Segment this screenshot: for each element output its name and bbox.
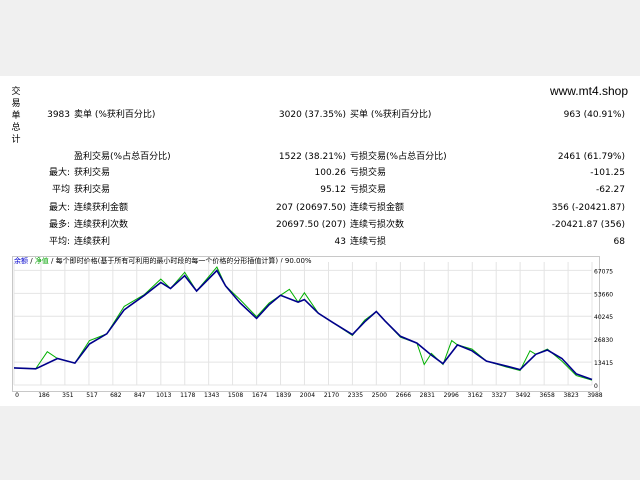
stats-row-orders: 3983 卖单 (%获利百分比) 3020 (37.35%) 买单 (%获利百分… <box>0 108 640 122</box>
sell-orders-label: 卖单 (%获利百分比) <box>74 110 156 120</box>
stats-row-largest: 最大: 获利交易 100.26 亏损交易 -101.25 <box>0 166 640 180</box>
profit-trades-label: 盈利交易(%占总百分比) <box>74 152 171 162</box>
buy-orders-value: 963 (40.91%) <box>563 110 625 120</box>
side-label-char: 总 <box>11 123 21 133</box>
largest-profit-value: 100.26 <box>314 168 347 178</box>
stats-row-max-consecutive-amount: 最大: 连续获利金额 207 (20697.50) 连续亏损金额 356 (-2… <box>0 201 640 215</box>
stats-row-profit-loss: 盈利交易(%占总百分比) 1522 (38.21%) 亏损交易(%占总百分比) … <box>0 150 640 164</box>
legend-balance: 余额 <box>14 257 28 265</box>
max-consecutive-losses-amount-label: 连续亏损金额 <box>350 203 405 213</box>
row-prefix: 最大: <box>48 203 70 213</box>
site-watermark: www.mt4.shop <box>549 84 628 98</box>
profit-trades-value: 1522 (38.21%) <box>278 152 346 162</box>
stats-row-average: 平均 获利交易 95.12 亏损交易 -62.27 <box>0 183 640 197</box>
sell-orders-value: 3020 (37.35%) <box>278 110 346 120</box>
side-label-char: 计 <box>11 135 21 145</box>
largest-loss-value: -101.25 <box>590 168 625 178</box>
loss-trades-label: 亏损交易(%占总百分比) <box>350 152 447 162</box>
row-prefix: 平均 <box>51 185 70 195</box>
row-prefix: 最大: <box>48 168 70 178</box>
avg-consecutive-wins-value: 43 <box>334 237 346 247</box>
max-consecutive-losses-count-label: 连续亏损次数 <box>350 220 405 230</box>
legend-description: / 每个即时价格(基于所有可利用的最小时段的每一个价格的分形插值计算) / 90… <box>48 257 312 265</box>
max-consecutive-wins-amount-value: 207 (20697.50) <box>275 203 346 213</box>
side-label-char: 易 <box>11 99 21 109</box>
legend-separator: / <box>28 257 35 265</box>
average-profit-value: 95.12 <box>320 185 346 195</box>
loss-trades-value: 2461 (61.79%) <box>557 152 625 162</box>
buy-orders-label: 买单 (%获利百分比) <box>350 110 432 120</box>
side-label-char: 单 <box>11 111 21 121</box>
row-prefix: 平均: <box>48 237 70 247</box>
largest-loss-label: 亏损交易 <box>350 168 387 178</box>
stats-row-average-consecutive: 平均: 连续获利 43 连续亏损 68 <box>0 235 640 249</box>
legend-equity: 净值 <box>34 257 49 265</box>
largest-profit-label: 获利交易 <box>74 168 111 178</box>
max-consecutive-losses-count-value: -20421.87 (356) <box>551 220 625 230</box>
average-profit-label: 获利交易 <box>74 185 111 195</box>
average-loss-value: -62.27 <box>595 185 625 195</box>
side-label-trade-summary: 交 易 单 总 计 <box>10 86 22 146</box>
max-consecutive-losses-amount-value: 356 (-20421.87) <box>551 203 625 213</box>
max-consecutive-wins-count-value: 20697.50 (207) <box>275 220 346 230</box>
chart-legend: 余额 / 净值 / 每个即时价格(基于所有可利用的最小时段的每一个价格的分形插值… <box>14 257 312 266</box>
avg-consecutive-wins-label: 连续获利 <box>74 237 111 247</box>
stats-row-max-consecutive-count: 最多: 连续获利次数 20697.50 (207) 连续亏损次数 -20421.… <box>0 218 640 232</box>
row-prefix: 最多: <box>48 220 70 230</box>
avg-consecutive-losses-label: 连续亏损 <box>350 237 387 247</box>
total-trades-value: 3983 <box>47 110 70 120</box>
max-consecutive-wins-amount-label: 连续获利金额 <box>74 203 129 213</box>
average-loss-label: 亏损交易 <box>350 185 387 195</box>
equity-chart-frame <box>12 256 600 392</box>
max-consecutive-wins-count-label: 连续获利次数 <box>74 220 129 230</box>
side-label-char: 交 <box>11 87 21 97</box>
avg-consecutive-losses-value: 68 <box>613 237 625 247</box>
